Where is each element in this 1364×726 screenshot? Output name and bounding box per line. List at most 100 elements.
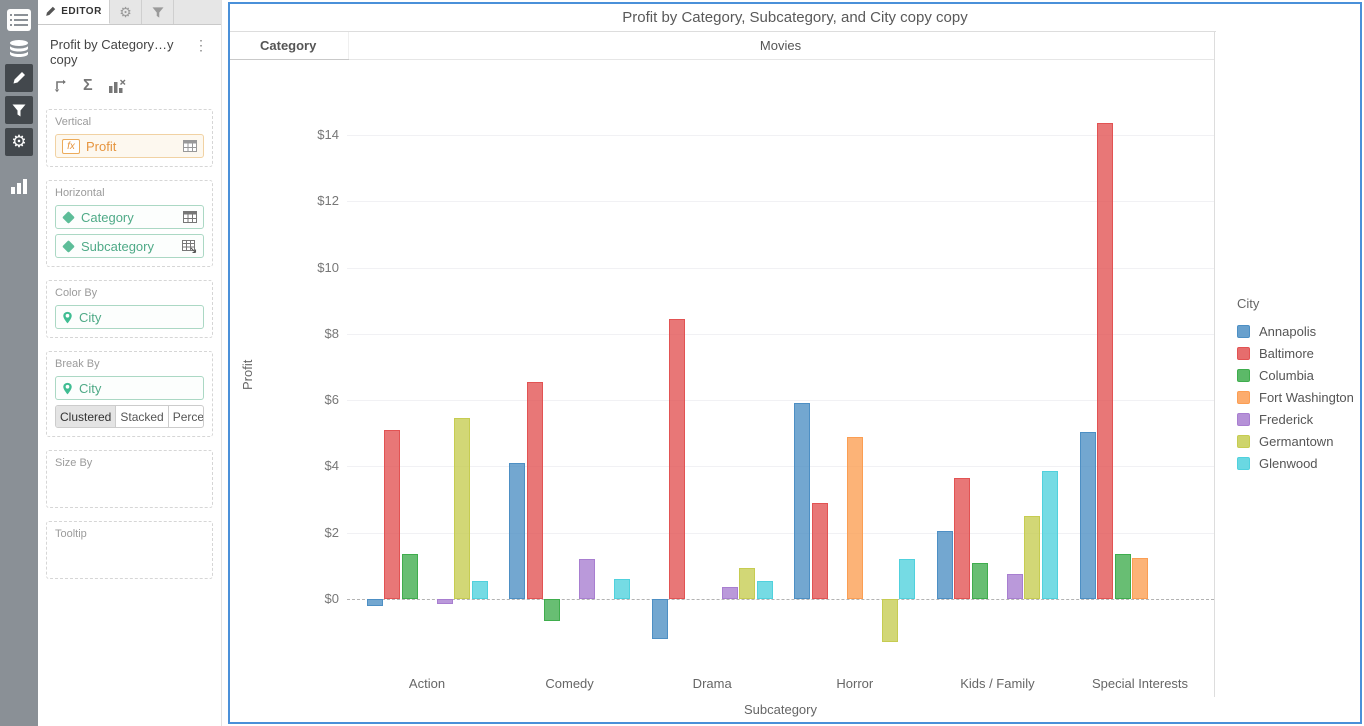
bar[interactable] bbox=[739, 567, 756, 599]
bar[interactable] bbox=[1041, 471, 1058, 599]
legend-label: Columbia bbox=[1259, 367, 1314, 383]
pivot-table-icon[interactable] bbox=[182, 239, 197, 253]
bar[interactable] bbox=[881, 599, 898, 643]
legend-item[interactable]: Baltimore bbox=[1237, 342, 1360, 364]
zero-gridline bbox=[347, 599, 1214, 600]
gridline bbox=[347, 400, 1214, 402]
bar[interactable] bbox=[1097, 123, 1113, 599]
horizontal-field-category[interactable]: Category bbox=[55, 205, 204, 229]
kebab-menu-icon[interactable]: ⋮ bbox=[194, 37, 208, 53]
bar[interactable] bbox=[811, 502, 828, 599]
gridline bbox=[347, 135, 1214, 137]
legend-item[interactable]: Fort Washington bbox=[1237, 386, 1360, 408]
legend-item[interactable]: Columbia bbox=[1237, 364, 1360, 386]
attribute-diamond-icon bbox=[62, 210, 75, 224]
y-tick-label: $2 bbox=[324, 524, 339, 540]
fx-icon: fx bbox=[62, 138, 80, 154]
chart-list-icon[interactable] bbox=[7, 9, 31, 31]
break-mode-percent[interactable]: Percent bbox=[172, 409, 204, 424]
bar[interactable] bbox=[971, 562, 988, 599]
legend-item[interactable]: Glenwood bbox=[1237, 452, 1360, 474]
bar[interactable] bbox=[579, 559, 596, 599]
break-by-label: Break By bbox=[55, 358, 100, 370]
x-tick-label: Kids / Family bbox=[960, 676, 1035, 691]
gridline bbox=[347, 333, 1214, 335]
tab-filters[interactable] bbox=[142, 0, 174, 24]
break-mode-stacked[interactable]: Stacked bbox=[116, 406, 169, 427]
pin-icon bbox=[63, 311, 72, 323]
tooltip-group[interactable]: Tooltip bbox=[46, 521, 213, 579]
gear-icon: ⚙ bbox=[119, 3, 132, 20]
bar[interactable] bbox=[384, 429, 400, 599]
bar[interactable] bbox=[1024, 516, 1041, 599]
y-tick-label: $0 bbox=[324, 591, 339, 606]
bar[interactable] bbox=[614, 579, 631, 599]
chart-bars-icon[interactable] bbox=[10, 178, 28, 194]
y-tick-label: $4 bbox=[324, 458, 339, 474]
data-source-icon[interactable] bbox=[8, 39, 30, 59]
legend-label: Glenwood bbox=[1259, 455, 1318, 471]
filter-funnel-icon[interactable] bbox=[5, 96, 33, 124]
bar[interactable] bbox=[1132, 557, 1148, 599]
horizontal-field-subcategory[interactable]: Subcategory bbox=[55, 234, 204, 258]
legend-swatch bbox=[1237, 324, 1250, 338]
bar[interactable] bbox=[366, 599, 383, 606]
bar[interactable] bbox=[471, 580, 488, 599]
legend-title: City bbox=[1237, 296, 1260, 311]
tab-settings[interactable]: ⚙ bbox=[110, 0, 142, 24]
bar[interactable] bbox=[936, 531, 953, 599]
bar[interactable] bbox=[1114, 554, 1131, 599]
legend-item[interactable]: Germantown bbox=[1237, 430, 1360, 452]
y-tick-label: $8 bbox=[324, 325, 339, 341]
legend-item[interactable]: Annapolis bbox=[1237, 320, 1360, 342]
break-by-field-city[interactable]: City bbox=[55, 376, 204, 400]
bar[interactable] bbox=[899, 559, 916, 599]
trellis-row-label: Category bbox=[260, 38, 317, 53]
x-tick-label: Horror bbox=[836, 676, 874, 691]
bar[interactable] bbox=[436, 599, 453, 604]
bar-chart: Profit Subcategory $0 $2 $4 $6 $8 $10 $12 $14 Ac… bbox=[230, 60, 1214, 717]
bar[interactable] bbox=[756, 580, 773, 599]
chart-style-icon[interactable] bbox=[108, 79, 126, 93]
bar[interactable] bbox=[454, 418, 470, 599]
bar[interactable] bbox=[544, 599, 561, 621]
bar[interactable] bbox=[509, 463, 526, 599]
x-tick-label: Drama bbox=[692, 676, 732, 691]
sigma-aggregate-icon[interactable]: Σ bbox=[83, 77, 93, 94]
bar[interactable] bbox=[721, 587, 738, 599]
left-toolbar: ⚙ bbox=[0, 0, 38, 726]
bar[interactable] bbox=[669, 318, 686, 599]
y-axis-title: Profit bbox=[240, 359, 255, 390]
table-icon[interactable] bbox=[183, 211, 197, 223]
gridline bbox=[347, 201, 1214, 203]
vertical-label: Vertical bbox=[55, 116, 92, 128]
table-icon[interactable] bbox=[183, 140, 197, 152]
swap-axes-icon[interactable] bbox=[52, 79, 67, 93]
vertical-field-profit[interactable]: fx Profit bbox=[55, 134, 204, 158]
legend-swatch bbox=[1237, 390, 1250, 404]
y-tick-label: $14 bbox=[317, 127, 339, 143]
bar[interactable] bbox=[401, 554, 418, 599]
break-by-group: Break By City ClusteredStackedPercent bbox=[46, 351, 213, 437]
legend-item[interactable]: Frederick bbox=[1237, 408, 1360, 430]
color-by-field-city[interactable]: City bbox=[55, 305, 204, 329]
bar[interactable] bbox=[846, 436, 863, 599]
vertical-field-label: Profit bbox=[86, 138, 117, 154]
bar[interactable] bbox=[1079, 431, 1096, 599]
bar[interactable] bbox=[954, 478, 971, 599]
legend-swatch bbox=[1237, 368, 1250, 382]
break-mode-clustered[interactable]: Clustered bbox=[56, 406, 117, 427]
bar[interactable] bbox=[1006, 574, 1023, 599]
edit-pencil-icon[interactable] bbox=[5, 64, 33, 92]
settings-gear-icon[interactable]: ⚙ bbox=[5, 128, 33, 156]
y-tick-label: $12 bbox=[317, 193, 339, 209]
tab-editor[interactable]: EDITOR bbox=[38, 0, 110, 24]
size-by-group[interactable]: Size By bbox=[46, 450, 213, 508]
legend-swatch bbox=[1237, 434, 1250, 448]
editor-tabs: EDITOR ⚙ bbox=[38, 0, 221, 25]
color-by-label: Color By bbox=[55, 287, 98, 299]
bar[interactable] bbox=[794, 403, 811, 599]
panel-title: Profit by Category…y copy bbox=[50, 37, 174, 67]
bar[interactable] bbox=[651, 599, 668, 639]
bar[interactable] bbox=[526, 381, 543, 599]
